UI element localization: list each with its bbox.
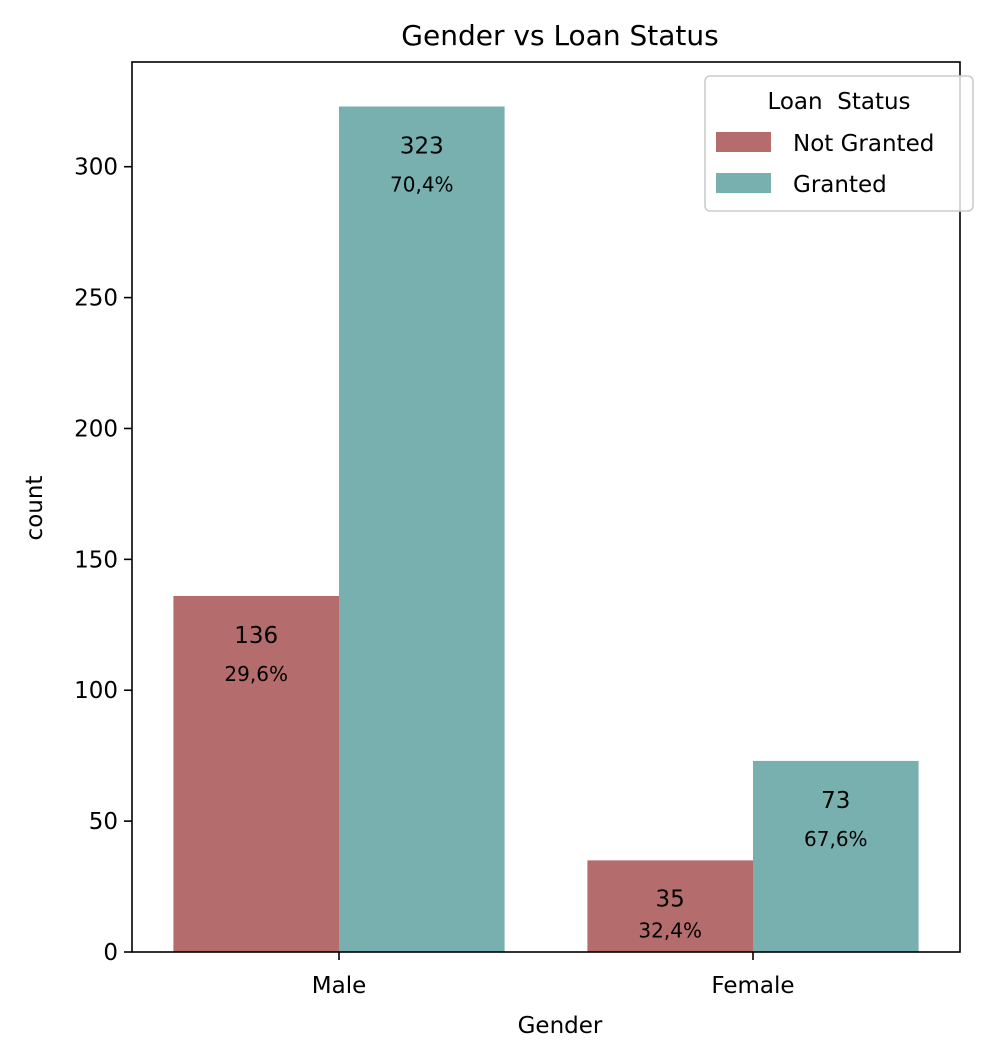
legend-title: Loan Status [767,89,910,115]
legend-entries: Not Granted Granted [716,131,934,198]
percent-label-female-not-granted: 32,4% [638,918,702,942]
percent-label-male-granted: 70,4% [390,173,454,197]
legend-swatch-granted [716,173,771,193]
bar-female-granted [753,760,919,952]
y-axis: 0 50 100 150 200 250 300 [74,155,132,966]
y-tick-label: 300 [74,155,118,181]
bar-labels-group: 136 29,6% 323 70,4% 35 32,4% 73 67,6% [224,134,867,943]
bar-male-granted [339,106,505,952]
y-axis-label: count [22,476,48,541]
legend-box [704,75,974,212]
y-tick-label: 100 [74,678,118,704]
count-label-male-granted: 323 [400,134,444,160]
bar-male-not-granted [173,596,339,952]
x-axis-label: Gender [518,1013,603,1039]
count-label-male-not-granted: 136 [234,623,278,649]
bar-female-not-granted [587,860,753,952]
y-tick-label: 0 [103,940,118,966]
count-label-female-not-granted: 35 [656,886,685,912]
percent-label-female-granted: 67,6% [804,827,868,851]
bars-group [173,106,919,952]
y-tick-label: 150 [74,547,118,573]
plot-frame [131,61,961,953]
legend: Loan Status Not Granted Granted [704,75,974,212]
chart-title: Gender vs Loan Status [401,19,718,52]
percent-label-male-not-granted: 29,6% [224,662,288,686]
legend-swatch-not-granted [716,132,771,152]
legend-label-granted: Granted [793,172,887,198]
y-tick-label: 200 [74,416,118,442]
x-axis: Male Female [312,952,795,999]
x-tick-label-female: Female [711,973,794,999]
count-label-female-granted: 73 [821,788,850,814]
x-tick-label-male: Male [312,973,366,999]
y-tick-label: 50 [89,809,118,835]
legend-label-not-granted: Not Granted [793,131,934,157]
y-tick-label: 250 [74,286,118,312]
